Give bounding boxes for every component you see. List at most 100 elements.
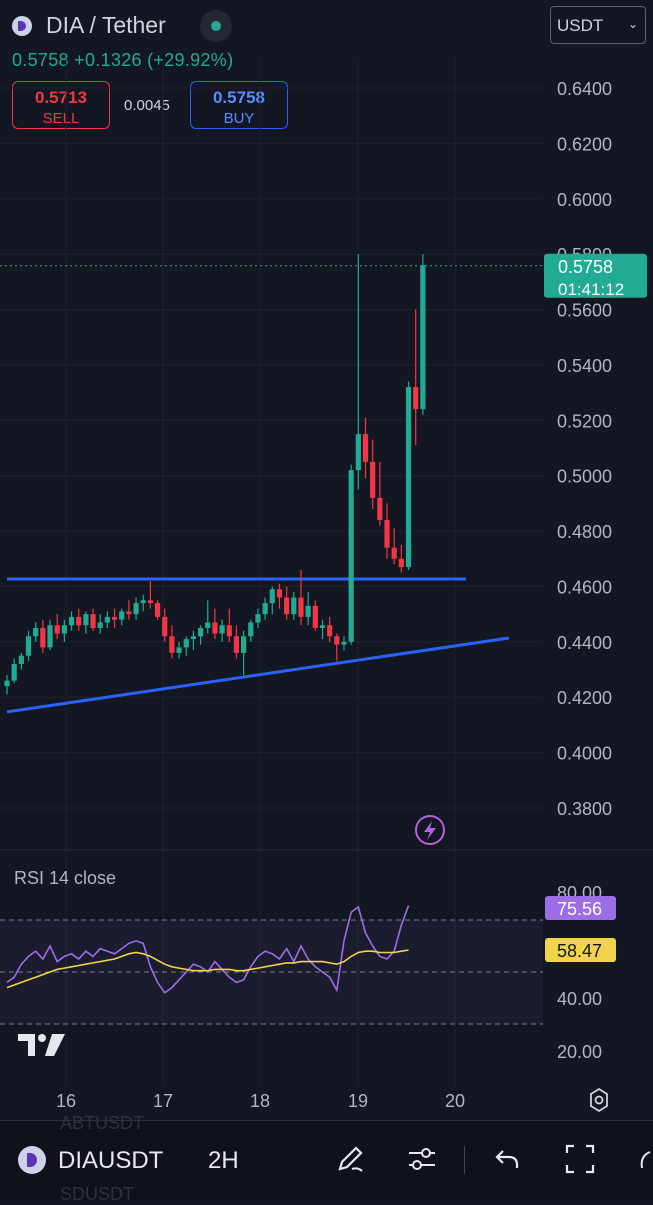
price-axis-label: 0.4400	[557, 633, 612, 653]
candle-body	[190, 636, 197, 640]
candle-body	[169, 636, 175, 653]
toolbar-symbol[interactable]: DIAUSDT	[58, 1147, 164, 1174]
sell-label: SELL	[42, 110, 80, 127]
candle-body	[212, 622, 218, 634]
fullscreen-icon[interactable]	[562, 1141, 598, 1177]
price-axis-label: 0.5200	[557, 411, 612, 431]
symbol-title[interactable]: DIA / Tether	[46, 12, 166, 38]
candle-body	[154, 603, 161, 617]
candle-body	[305, 605, 311, 617]
last-price-tag-price: 0.5758	[558, 257, 613, 277]
candle-body	[262, 603, 268, 615]
dia-coin-logo	[12, 16, 32, 36]
chevron-down-icon: ⌄	[627, 17, 638, 31]
candle-body	[226, 625, 232, 637]
candle-body	[233, 636, 240, 653]
candle-body	[47, 625, 53, 648]
trendline	[6, 636, 510, 714]
candle-body	[119, 611, 125, 620]
currency-value: USDT	[557, 16, 604, 35]
candle-body	[76, 616, 82, 626]
price-axis-label: 0.3800	[557, 799, 612, 819]
candle-body	[348, 470, 354, 642]
candle-body	[25, 636, 32, 656]
candle-body	[341, 641, 347, 645]
rsi-value-tag	[545, 896, 616, 920]
rsi-axis-label: 40.00	[557, 989, 602, 1009]
candle-body	[284, 597, 290, 615]
candle-body	[298, 597, 304, 617]
price-axis-label: 0.4800	[557, 522, 612, 542]
candle-body	[68, 616, 75, 626]
time-axis-label: 18	[250, 1091, 270, 1111]
buy-button[interactable]: 0.5758 BUY	[190, 81, 288, 129]
price-axis-label: 0.4200	[557, 688, 612, 708]
candle-body	[362, 434, 369, 462]
last-price-tag	[544, 253, 647, 298]
candle-body	[391, 547, 397, 559]
spread-value: 0.0045	[124, 97, 170, 114]
candle-body	[241, 636, 247, 653]
candle-body	[355, 434, 361, 471]
price-axis-label: 0.4600	[557, 577, 612, 597]
candle-body	[33, 628, 39, 637]
buy-price: 0.5758	[213, 88, 265, 107]
undo-icon[interactable]	[489, 1141, 525, 1177]
price-axis-label: 0.6400	[557, 79, 612, 99]
time-axis-label: 17	[153, 1091, 173, 1111]
price-axis-label: 0.5000	[557, 467, 612, 487]
sell-button[interactable]: 0.5713 SELL	[12, 81, 110, 129]
candle-body	[205, 622, 211, 628]
candle-body	[104, 616, 110, 623]
candle-body	[111, 616, 118, 620]
ghost-symbol-bottom: SDUSDT	[60, 1184, 135, 1204]
candle-body	[276, 589, 283, 598]
candle-body	[248, 622, 254, 637]
candle-body	[40, 628, 46, 648]
candle-body	[405, 387, 412, 568]
settings-gear-center	[594, 1095, 604, 1105]
price-axis-label: 0.5600	[557, 301, 612, 321]
currency-select[interactable]: USDT ⌄	[550, 6, 646, 44]
tradingview-logo	[18, 1034, 65, 1056]
candle-body	[18, 655, 24, 664]
price-axis-label: 0.6000	[557, 190, 612, 210]
candle-body	[312, 605, 318, 628]
candle-body	[61, 625, 67, 634]
rsi-title: RSI 14 close	[14, 868, 116, 888]
candle-body	[370, 461, 376, 498]
rsi-value: 75.56	[557, 899, 602, 919]
candle-body	[140, 600, 146, 604]
more-tools-icon[interactable]	[636, 1148, 653, 1172]
candle-body	[133, 603, 139, 615]
buy-label: BUY	[223, 110, 255, 127]
candle-body	[183, 639, 189, 648]
candle-body	[291, 597, 297, 615]
market-status-icon[interactable]	[200, 10, 232, 42]
rsi-ma-line	[6, 949, 409, 989]
ghost-symbol-top: ABTUSDT	[60, 1113, 145, 1133]
rsi-line	[6, 905, 410, 994]
indicator-settings-icon[interactable]	[404, 1141, 440, 1177]
candle-body	[97, 622, 103, 628]
draw-icon[interactable]	[332, 1141, 368, 1177]
price-chart[interactable]: 0.64000.62000.60000.58000.56000.54000.52…	[0, 0, 653, 1120]
rsi-axis-label: 20.00	[557, 1042, 602, 1062]
candle-body	[126, 611, 132, 615]
price-axis-label: 0.5400	[557, 356, 612, 376]
lightning-icon	[415, 815, 445, 845]
rsi-ma-tag	[545, 938, 616, 962]
time-axis-label: 19	[348, 1091, 368, 1111]
symbol-logo-icon	[18, 1146, 46, 1174]
candle-body	[11, 664, 17, 681]
candle-body	[90, 614, 96, 628]
candle-body	[162, 616, 168, 637]
candle-body	[83, 614, 89, 626]
candle-body	[377, 497, 383, 520]
candle-body	[319, 625, 326, 628]
price-change-line: 0.5758 +0.1326 (+29.92%)	[12, 50, 233, 71]
toolbar-interval[interactable]: 2H	[208, 1147, 239, 1174]
bottom-toolbar	[0, 1120, 653, 1200]
candle-body	[176, 647, 182, 653]
time-axis-label: 20	[445, 1091, 465, 1111]
